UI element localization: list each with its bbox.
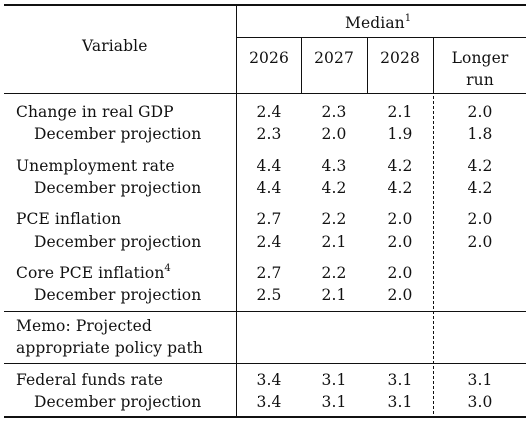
cell-core-pce-2027: 2.2 (321, 264, 347, 282)
cell-real-gdp-2027: 2.3 (321, 103, 347, 121)
cell-unemployment-dec-2028: 4.2 (387, 179, 413, 197)
header-bottom-rule (4, 93, 526, 95)
cell-fed-funds-2026: 3.4 (256, 371, 282, 389)
longer-run-header-line2: run (466, 71, 494, 89)
cell-pce-2028: 2.0 (387, 210, 413, 228)
cell-real-gdp-2026: 2.4 (256, 103, 282, 121)
cell-fed-funds-2027: 3.1 (321, 371, 347, 389)
cell-core-pce-2028: 2.0 (387, 264, 413, 282)
longer-run-header-line1: Longer (451, 49, 509, 67)
cell-unemployment-dec-longer-run: 4.2 (467, 179, 493, 197)
memo-line-2: appropriate policy path (16, 339, 203, 357)
cell-fed-funds-longer-run: 3.1 (467, 371, 493, 389)
variable-header: Variable (82, 37, 148, 55)
cell-core-pce-dec-2026: 2.5 (256, 286, 282, 304)
col-2026-2027-divider (301, 37, 302, 94)
median-underline (236, 37, 526, 38)
cell-real-gdp-dec-longer-run: 1.8 (467, 125, 493, 143)
row-label-pce-december: December projection (34, 233, 202, 251)
col-2028-longer-divider (433, 37, 434, 94)
row-label-real-gdp: Change in real GDP (16, 103, 174, 121)
cell-real-gdp-dec-2028: 1.9 (387, 125, 413, 143)
row-label-unemployment-december: December projection (34, 179, 202, 197)
longer-run-dashed-divider (433, 96, 434, 414)
row-label-unemployment: Unemployment rate (16, 157, 175, 175)
year-header-2028: 2028 (380, 49, 420, 67)
row-label-core-pce-december: December projection (34, 286, 202, 304)
cell-real-gdp-2028: 2.1 (387, 103, 413, 121)
cell-fed-funds-dec-2026: 3.4 (256, 393, 282, 411)
cell-core-pce-dec-2028: 2.0 (387, 286, 413, 304)
cell-fed-funds-dec-2028: 3.1 (387, 393, 413, 411)
cell-unemployment-dec-2026: 4.4 (256, 179, 282, 197)
cell-fed-funds-2028: 3.1 (387, 371, 413, 389)
cell-unemployment-2028: 4.2 (387, 157, 413, 175)
cell-fed-funds-dec-2027: 3.1 (321, 393, 347, 411)
cell-real-gdp-dec-2027: 2.0 (321, 125, 347, 143)
cell-pce-dec-longer-run: 2.0 (467, 233, 493, 251)
row-label-core-pce: Core PCE inflation4 (16, 263, 171, 283)
median-footnote-marker: 1 (404, 13, 412, 24)
cell-unemployment-longer-run: 4.2 (467, 157, 493, 175)
cell-pce-longer-run: 2.0 (467, 210, 493, 228)
col-2027-2028-divider (367, 37, 368, 94)
row-label-pce-inflation: PCE inflation (16, 210, 122, 228)
median-header: Median1 (345, 13, 411, 33)
year-header-2026: 2026 (249, 49, 289, 67)
cell-pce-2027: 2.2 (321, 210, 347, 228)
row-label-fed-funds: Federal funds rate (16, 371, 164, 389)
row-label-fed-funds-december: December projection (34, 393, 202, 411)
core-pce-label: Core PCE inflation (16, 264, 165, 282)
row-label-real-gdp-december: December projection (34, 125, 202, 143)
cell-pce-2026: 2.7 (256, 210, 282, 228)
cell-pce-dec-2027: 2.1 (321, 233, 347, 251)
cell-real-gdp-dec-2026: 2.3 (256, 125, 282, 143)
cell-pce-dec-2028: 2.0 (387, 233, 413, 251)
cell-unemployment-2026: 4.4 (256, 157, 282, 175)
memo-bottom-rule (4, 363, 526, 364)
year-header-2027: 2027 (314, 49, 354, 67)
cell-fed-funds-dec-longer-run: 3.0 (467, 393, 493, 411)
cell-pce-dec-2026: 2.4 (256, 233, 282, 251)
core-pce-footnote-marker: 4 (164, 263, 171, 274)
cell-core-pce-2026: 2.7 (256, 264, 282, 282)
cell-unemployment-dec-2027: 4.2 (321, 179, 347, 197)
cell-core-pce-dec-2027: 2.1 (321, 286, 347, 304)
cell-unemployment-2027: 4.3 (321, 157, 347, 175)
memo-line-1: Memo: Projected (16, 317, 152, 335)
projections-table: Variable Median1 2026 2027 2028 Longer r… (4, 4, 526, 419)
memo-top-rule (4, 311, 526, 312)
bottom-rule (4, 416, 526, 418)
top-rule (4, 4, 526, 6)
variable-column-divider (236, 4, 237, 417)
cell-real-gdp-longer-run: 2.0 (467, 103, 493, 121)
median-label: Median (345, 14, 405, 32)
